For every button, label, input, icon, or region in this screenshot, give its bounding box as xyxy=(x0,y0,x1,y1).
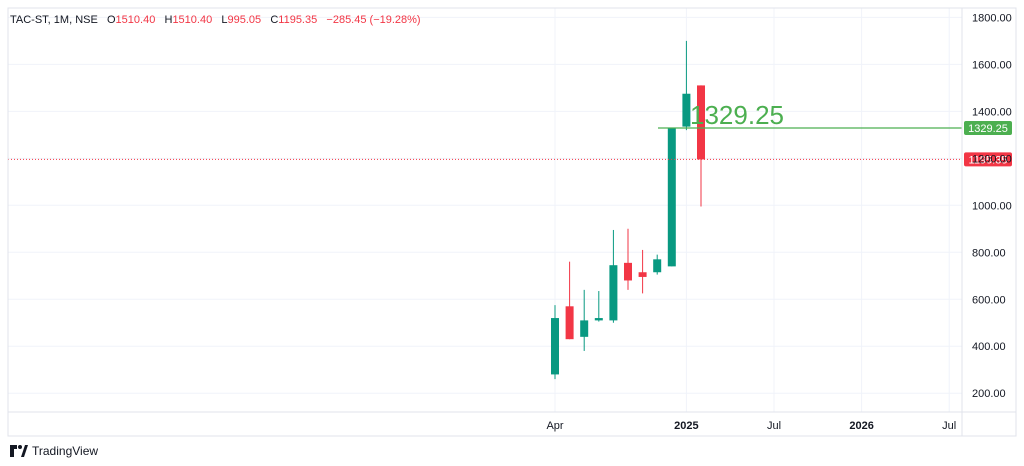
y-tick-label: 1200.00 xyxy=(972,153,1012,165)
x-tick-label: 2026 xyxy=(849,420,873,432)
candle-body xyxy=(565,306,574,340)
tradingview-branding[interactable]: TradingView xyxy=(10,444,98,458)
candle-body xyxy=(667,127,676,267)
ray-value-annotation: 1329.25 xyxy=(690,100,784,130)
y-tick-label: 600.00 xyxy=(972,294,1006,306)
candle-body xyxy=(580,320,589,337)
last-price-tag xyxy=(964,152,1012,167)
axes: 1800.00 1600.00 1400.00 1200.00 1000.00 800.0… xyxy=(7,7,1017,437)
candle-body xyxy=(682,93,691,127)
legend-low-value: 995.05 xyxy=(227,14,262,26)
legend-change: −285.45 (−19.28%) xyxy=(326,14,421,26)
x-tick-label: Jul xyxy=(767,420,781,432)
chart-frame xyxy=(7,7,1017,437)
last-price-label: 1195.35 xyxy=(969,154,1008,166)
candle-body xyxy=(653,259,662,273)
candle-body xyxy=(638,272,647,277)
candles xyxy=(551,40,705,380)
legend-close-value: 1195.35 xyxy=(278,14,318,26)
x-tick-label: 2025 xyxy=(674,420,698,432)
legend-high-key: H xyxy=(164,14,173,26)
candle-body xyxy=(697,85,705,160)
legend-open-value: 1510.40 xyxy=(115,14,156,26)
legend-symbol: TAC-ST, 1M, NSE xyxy=(10,14,98,26)
x-tick-label: Apr xyxy=(546,420,563,432)
legend-close-key: C xyxy=(270,14,279,26)
y-tick-label: 1800.00 xyxy=(972,12,1012,24)
y-tick-label: 1600.00 xyxy=(972,59,1012,71)
candle-body xyxy=(594,318,603,321)
candle-body xyxy=(624,262,632,281)
tradingview-logo-icon xyxy=(10,445,28,457)
candle-body xyxy=(609,265,618,321)
brand-name: TradingView xyxy=(32,444,99,458)
legend-low-key: L xyxy=(221,14,228,26)
ohlc-legend: TAC-ST, 1M, NSE O1510.40 H1510.40 L995.0… xyxy=(10,14,421,26)
y-tick-label: 400.00 xyxy=(972,341,1006,353)
y-tick-label: 200.00 xyxy=(972,388,1006,400)
ray-price-label: 1329.25 xyxy=(968,123,1008,135)
legend-open-key: O xyxy=(106,14,116,26)
grid xyxy=(8,8,962,412)
y-tick-label: 1400.00 xyxy=(972,106,1012,118)
x-tick-label: Jul xyxy=(942,420,956,432)
candle-body xyxy=(551,318,559,375)
overlays: 1195.35 1329.25 1329.25 xyxy=(8,100,1012,167)
y-tick-label: 1000.00 xyxy=(972,200,1012,212)
y-tick-label: 800.00 xyxy=(972,247,1006,259)
ray-price-tag xyxy=(964,120,1012,135)
legend-high-value: 1510.40 xyxy=(172,14,213,26)
